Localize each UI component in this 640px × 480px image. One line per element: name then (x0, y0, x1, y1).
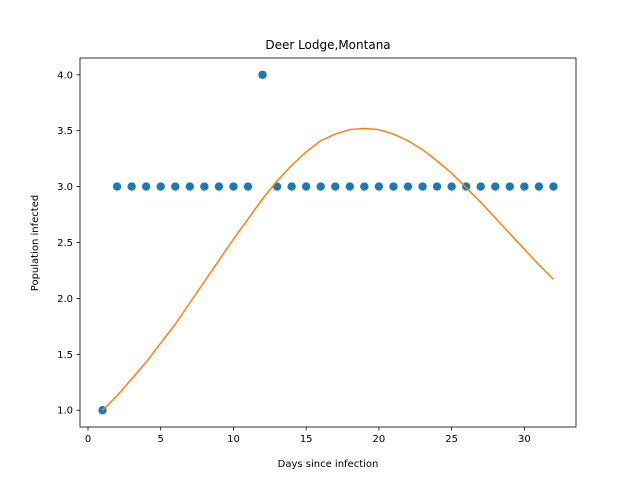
axes: 0 5 10 15 20 25 30 1.0 1.5 2.0 2.5 3.0 3.5 4.0 (57, 57, 577, 445)
y-tick-label: 1.5 (57, 350, 73, 361)
scatter-point (360, 182, 369, 191)
y-tick-label: 2.5 (57, 238, 73, 249)
scatter-point (374, 182, 384, 191)
scatter-point (156, 182, 165, 191)
y-tick-label: 4.0 (57, 70, 73, 81)
scatter-point (418, 182, 427, 191)
scatter-point (549, 182, 558, 191)
y-tick-label: 3.0 (57, 182, 73, 193)
x-tick-label: 0 (85, 434, 91, 445)
y-tick-label: 2.0 (57, 294, 73, 305)
x-tick-label: 25 (445, 434, 458, 445)
y-tick-label: 3.5 (57, 126, 73, 137)
scatter-point (127, 182, 136, 191)
scatter-point (403, 182, 413, 191)
x-tick-label: 15 (300, 434, 313, 445)
scatter-point (316, 182, 325, 191)
scatter-point (141, 182, 151, 191)
scatter-point (331, 182, 340, 191)
scatter-point (389, 182, 398, 191)
scatter-point (258, 70, 267, 79)
scatter-point (461, 182, 471, 191)
x-axis-label: Days since infection (278, 459, 379, 470)
chart-title: Deer Lodge,Montana (265, 38, 390, 52)
scatter-point (243, 182, 253, 191)
y-tick-label: 1.0 (57, 406, 73, 417)
scatter-point (491, 182, 500, 191)
fit-line (102, 127, 554, 411)
scatter-point (520, 182, 529, 191)
scatter-point (476, 182, 485, 191)
scatter-point (287, 182, 296, 191)
scatter-point (432, 182, 442, 191)
scatter-point (505, 182, 515, 191)
scatter-point (534, 182, 544, 191)
x-tick-label: 5 (158, 434, 164, 445)
x-tick-label: 10 (227, 434, 240, 445)
scatter-point (345, 182, 355, 191)
scatter-point (200, 182, 209, 191)
scatter-point (229, 182, 238, 191)
scatter-point (214, 182, 224, 191)
plot-area (98, 70, 558, 415)
x-tick-label: 20 (373, 434, 386, 445)
scatter-point (171, 182, 180, 191)
scatter-point (301, 182, 311, 191)
scatter-point (185, 182, 195, 191)
x-tick-label: 30 (518, 434, 531, 445)
scatter-point (112, 182, 122, 191)
y-axis-label: Population infected (30, 195, 41, 291)
scatter-point (447, 182, 456, 191)
